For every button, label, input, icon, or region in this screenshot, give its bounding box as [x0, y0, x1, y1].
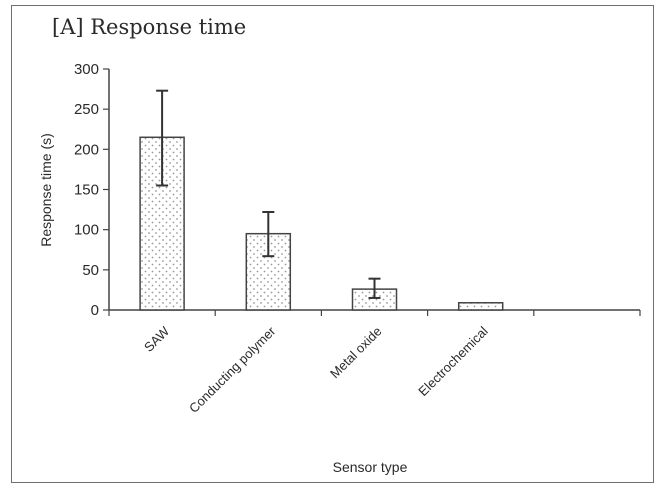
y-tick-label: 250 [74, 101, 99, 118]
chart-frame [11, 5, 654, 483]
x-category-label: Electrochemical [415, 323, 491, 399]
bar [457, 302, 504, 311]
x-category-label: Metal oxide [327, 324, 385, 382]
x-category-label: SAW [141, 323, 173, 355]
y-tick-label: 100 [74, 222, 99, 239]
y-tick-label: 0 [91, 302, 99, 319]
y-axis-label: Response time (s) [38, 133, 54, 247]
y-tick-label: 50 [82, 262, 99, 279]
plot-area: 0 50 100 150 200 250 300 SAW Conducting polymer M… [74, 61, 641, 416]
y-tick-label: 150 [74, 182, 99, 199]
y-tick-label: 300 [74, 61, 99, 78]
x-category-label: Conducting polymer [186, 323, 279, 416]
chart-title: [A] Response time [52, 15, 246, 39]
x-axis-label: Sensor type [333, 459, 408, 475]
y-tick-label: 200 [74, 141, 99, 158]
